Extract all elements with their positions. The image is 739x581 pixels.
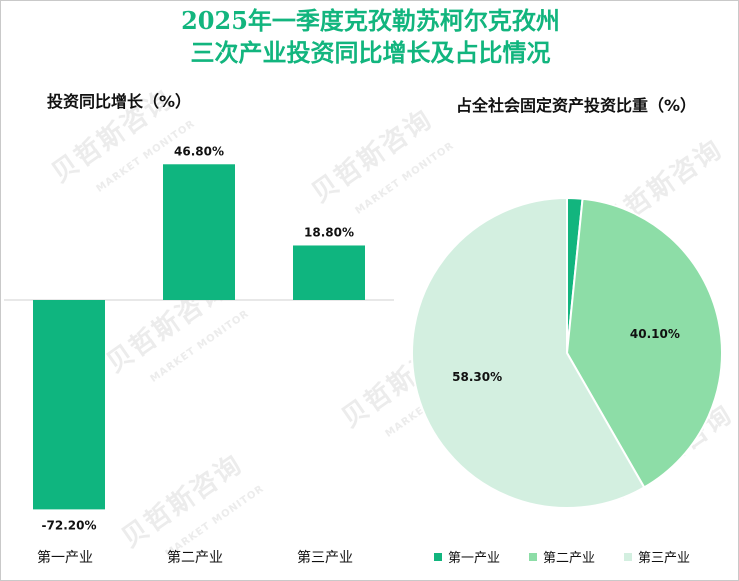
x-tick-label: 第三产业 xyxy=(297,549,353,566)
bar-data-label: 18.80% xyxy=(304,225,354,239)
legend-swatch-3 xyxy=(624,553,632,561)
bar-data-label: -72.20% xyxy=(42,518,97,532)
pie-data-label: 58.30% xyxy=(452,370,502,384)
pie-data-label: 40.10% xyxy=(630,327,680,341)
chart-title-line1: 2025年一季度克孜勒苏柯尔克孜州 xyxy=(181,6,560,35)
bar-3 xyxy=(293,245,365,300)
bar-1 xyxy=(33,300,105,510)
pie-slice-3 xyxy=(411,196,646,509)
chart-title: 2025年一季度克孜勒苏柯尔克孜州 三次产业投资同比增长及占比情况 xyxy=(1,5,739,69)
legend-label: 第三产业 xyxy=(638,551,690,566)
legend-label: 第二产业 xyxy=(543,551,595,566)
pie-chart-title: 占全社会固定资产投资比重（%） xyxy=(456,96,697,115)
legend-swatch-1 xyxy=(434,553,442,561)
bar-data-label: 46.80% xyxy=(174,144,224,158)
bar-chart-title: 投资同比增长（%） xyxy=(47,92,192,111)
pie-slice-2 xyxy=(565,197,724,489)
legend-swatch-2 xyxy=(529,553,537,561)
chart-title-line2: 三次产业投资同比增长及占比情况 xyxy=(190,38,551,67)
x-tick-label: 第一产业 xyxy=(37,549,93,566)
legend-label: 第一产业 xyxy=(448,551,500,566)
x-tick-label: 第二产业 xyxy=(167,549,223,566)
bar-2 xyxy=(163,164,235,300)
